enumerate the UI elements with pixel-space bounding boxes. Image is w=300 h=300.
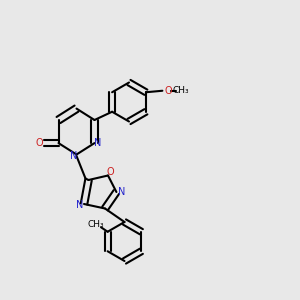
Text: CH₃: CH₃ bbox=[87, 220, 104, 229]
Text: CH₃: CH₃ bbox=[172, 86, 189, 95]
Text: N: N bbox=[76, 200, 83, 211]
Text: N: N bbox=[94, 137, 101, 148]
Text: N: N bbox=[70, 151, 78, 161]
Text: O: O bbox=[165, 86, 172, 96]
Text: O: O bbox=[35, 138, 43, 148]
Text: N: N bbox=[118, 187, 125, 197]
Text: O: O bbox=[106, 167, 114, 177]
